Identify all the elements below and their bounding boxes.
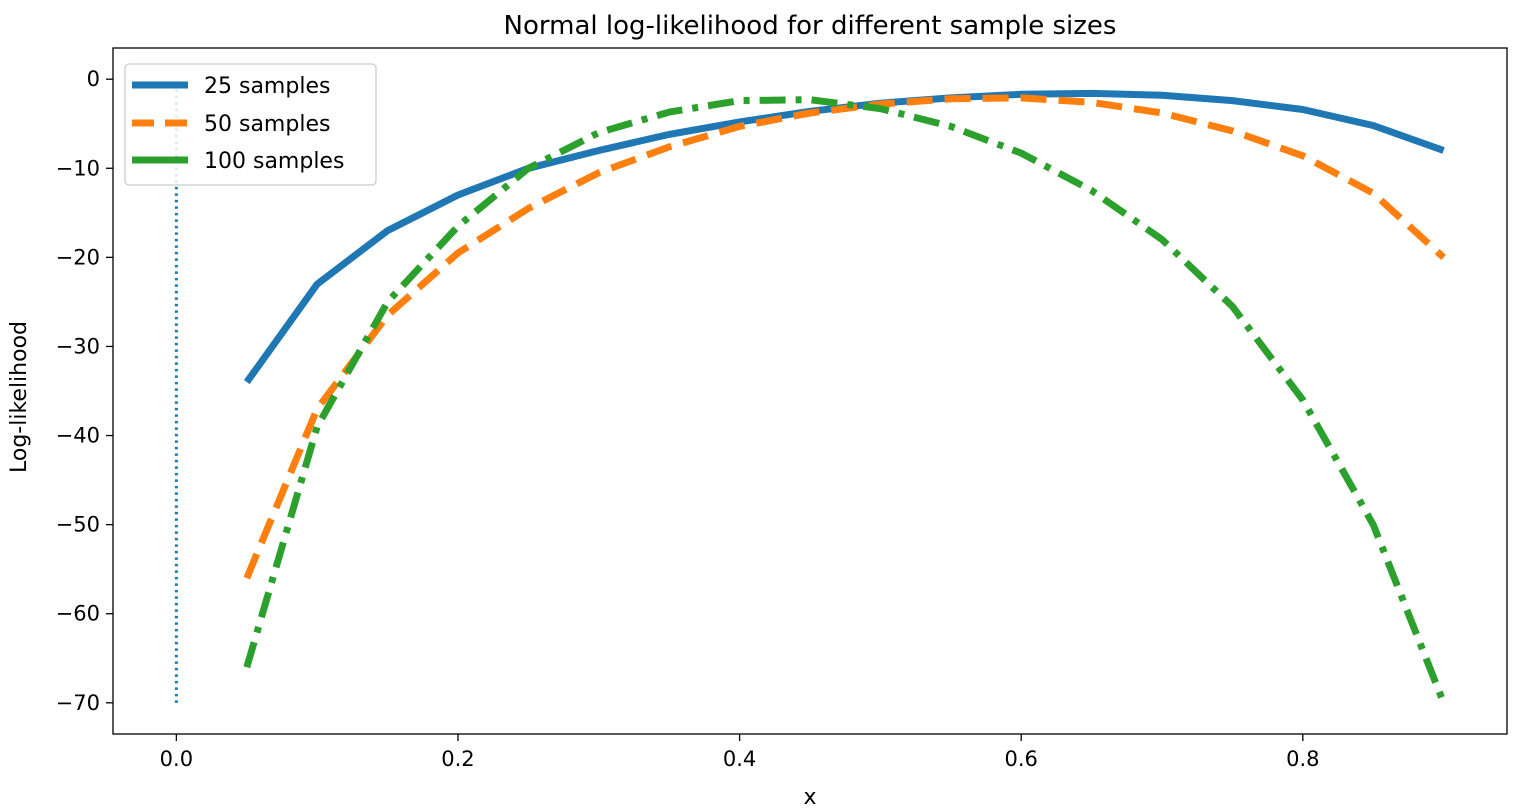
y-tick-label: −70 [56, 691, 100, 715]
legend: 25 samples 50 samples 100 samples [124, 63, 377, 186]
legend-box [124, 63, 377, 186]
chart-title: Normal log-likelihood for different samp… [504, 11, 1117, 41]
x-tick-label: 0.6 [1005, 747, 1038, 771]
y-tick-label: −60 [56, 602, 100, 626]
legend-label-50-samples: 50 samples [204, 112, 330, 137]
y-tick-label: 0 [87, 67, 100, 91]
x-tick-label: 0.4 [723, 747, 756, 771]
x-tick-label: 0.8 [1286, 747, 1319, 771]
series-line-50-samples [243, 94, 1446, 580]
x-axis-ticks: 0.0 0.2 0.4 0.6 0.8 [160, 734, 1320, 771]
y-tick-label: −10 [56, 156, 100, 180]
y-tick-label: −50 [56, 513, 100, 537]
legend-label-100-samples: 100 samples [204, 149, 344, 174]
series-line-100-samples [243, 96, 1447, 705]
x-tick-label: 0.0 [160, 747, 193, 771]
y-axis-label: Log-likelihood [7, 321, 32, 473]
y-tick-label: −20 [56, 245, 100, 269]
axes-frame [112, 47, 1508, 735]
y-tick-label: −30 [56, 334, 100, 358]
x-axis-label: x [803, 785, 816, 810]
y-axis-ticks: 0 −10 −20 −30 −40 −50 −60 −70 [56, 67, 113, 715]
y-tick-label: −40 [56, 424, 100, 448]
legend-label-25-samples: 25 samples [204, 74, 330, 99]
plot-area [174, 79, 1447, 705]
x-tick-label: 0.2 [441, 747, 474, 771]
